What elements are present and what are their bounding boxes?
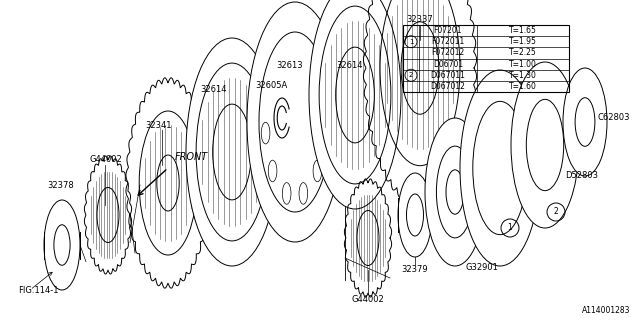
Text: 32614: 32614: [200, 85, 227, 94]
Ellipse shape: [44, 200, 80, 290]
Text: D067011: D067011: [431, 71, 465, 80]
Text: D067012: D067012: [431, 82, 465, 91]
Text: 32613: 32613: [276, 60, 303, 69]
Ellipse shape: [460, 70, 540, 266]
Text: G44002: G44002: [351, 295, 385, 305]
Ellipse shape: [186, 38, 278, 266]
Text: 32378: 32378: [47, 180, 74, 189]
Text: 1: 1: [508, 223, 513, 233]
Text: 2: 2: [409, 72, 413, 78]
Text: 2: 2: [554, 207, 558, 217]
Text: 32337: 32337: [406, 15, 433, 25]
Text: F07201: F07201: [434, 26, 462, 35]
Ellipse shape: [563, 68, 607, 176]
Text: G44002: G44002: [90, 156, 123, 164]
Text: D06701: D06701: [433, 60, 463, 68]
Text: 32605A: 32605A: [255, 81, 287, 90]
Text: A114001283: A114001283: [582, 306, 630, 315]
Ellipse shape: [54, 225, 70, 265]
Bar: [403, 25, 569, 92]
Ellipse shape: [511, 62, 579, 228]
Text: T=1.60: T=1.60: [509, 82, 537, 91]
Ellipse shape: [247, 2, 343, 242]
Text: FRONT: FRONT: [175, 152, 208, 162]
Text: 32341: 32341: [145, 121, 172, 130]
Ellipse shape: [398, 173, 432, 257]
Text: 32379: 32379: [402, 266, 428, 275]
Text: G32901: G32901: [465, 263, 498, 273]
Text: D52803: D52803: [565, 171, 598, 180]
Ellipse shape: [309, 0, 401, 209]
Text: T=2.25: T=2.25: [509, 48, 537, 57]
Text: 32614: 32614: [337, 60, 364, 69]
Text: T=1.30: T=1.30: [509, 71, 537, 80]
Text: FIG.114-1: FIG.114-1: [18, 286, 58, 295]
Text: T=1.65: T=1.65: [509, 26, 537, 35]
Text: F072011: F072011: [431, 37, 465, 46]
Ellipse shape: [425, 118, 485, 266]
Text: F072012: F072012: [431, 48, 465, 57]
Text: C62803: C62803: [598, 114, 630, 123]
Text: T=1.00: T=1.00: [509, 60, 537, 68]
Text: 1: 1: [409, 39, 413, 45]
Text: T=1.95: T=1.95: [509, 37, 537, 46]
